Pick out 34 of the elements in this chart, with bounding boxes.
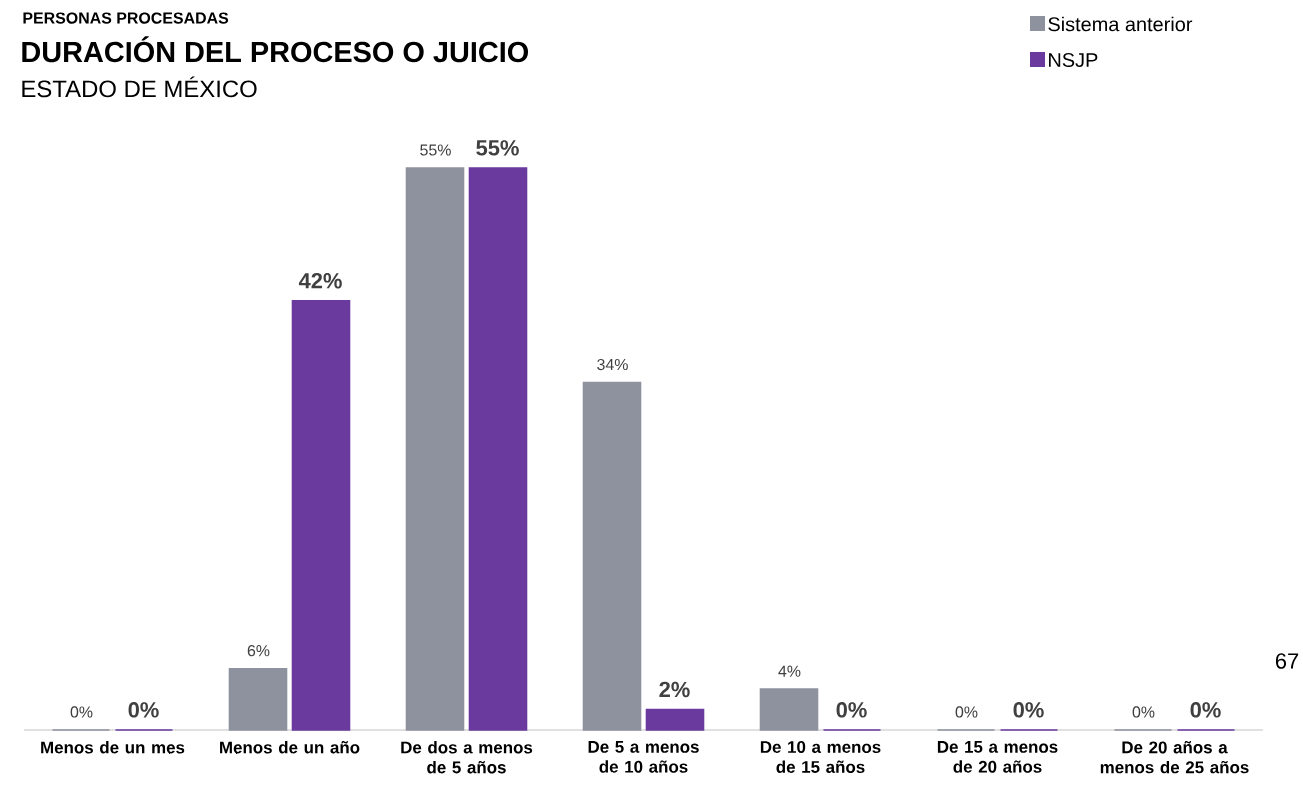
data-label: 0% [955,706,978,718]
text: 67 [1275,653,1299,669]
chart-subtitle: ESTADO DE MÉXICO [22,76,257,98]
legend-label: Sistema anterior [1048,16,1193,32]
chart-title: DURACIÓN DEL PROCESO O JUICIO [22,36,529,63]
data-label: 55% [476,140,519,156]
data-label: 0% [128,702,159,718]
x-tick-label: De 5 a menos de 10 años [588,741,699,773]
text: PERSONAS PROCESADAS [23,12,229,24]
x-tick-label: Menos de un mes [41,741,185,754]
data-label: 4% [778,665,801,677]
bar [405,167,465,731]
data-label: 0% [1013,702,1044,718]
bar [759,688,819,731]
bar [582,381,642,731]
bar [645,708,705,731]
data-label: 6% [247,645,270,657]
data-label: 0% [836,702,867,718]
data-label: 42% [298,272,342,289]
x-tick-label: De 10 a menos de 15 años [760,741,881,773]
data-label: 0% [1132,706,1155,718]
x-tick-label: De dos a menos de 5 años [401,741,533,774]
data-label: 34% [597,358,628,371]
x-tick-label: Menos de un año [220,741,360,754]
data-label: 2% [659,681,690,698]
data-label: 0% [70,706,93,718]
bar [468,167,528,731]
legend-label: NSJP [1049,52,1098,68]
x-tick-label: De 20 años a menos de 25 años [1100,741,1249,774]
bar [228,667,288,731]
data-label: 55% [420,144,451,156]
bar [291,300,351,731]
x-tick-label: De 15 a menos de 20 años [937,741,1058,773]
data-label: 0% [1190,702,1221,718]
